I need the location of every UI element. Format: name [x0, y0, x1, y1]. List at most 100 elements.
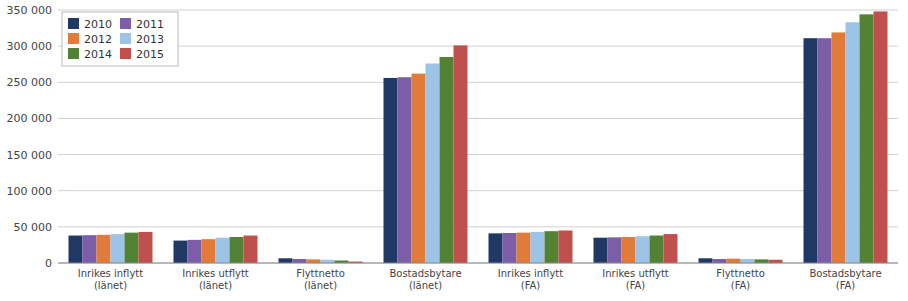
bar: [860, 14, 874, 263]
x-axis: Inrikes inflytt(länet)Inrikes utflytt(lä…: [78, 268, 882, 291]
legend-swatch: [68, 48, 79, 59]
y-axis: 0 50 000 100 000 150 000 200 000 250 000 300 0…: [7, 4, 53, 270]
bar: [426, 63, 440, 263]
y-tick-label: 300 000: [7, 40, 53, 53]
x-tick-label-line: (länet): [304, 280, 337, 291]
bar: [874, 11, 888, 263]
legend-swatch: [68, 18, 79, 29]
x-tick-label: Flyttnetto(FA): [716, 268, 765, 291]
bar: [188, 240, 202, 263]
bar: [622, 237, 636, 263]
bar: [636, 236, 650, 263]
legend-label: 2013: [136, 33, 164, 46]
bar: [664, 234, 678, 263]
bar: [727, 259, 741, 263]
grid-line: [58, 263, 898, 264]
bar: [202, 239, 216, 263]
grid-line: [58, 226, 898, 227]
legend-swatch: [120, 48, 131, 59]
x-tick-label-line: Bostadsbytare: [809, 268, 881, 279]
bar: [594, 238, 608, 263]
x-tick-label: Inrikes utflytt(FA): [602, 268, 669, 291]
y-tick-label: 0: [45, 257, 52, 270]
x-tick-label-line: (länet): [94, 280, 127, 291]
bar: [230, 237, 244, 263]
y-tick-label: 350 000: [7, 4, 53, 17]
grid-line: [58, 154, 898, 155]
bar: [139, 232, 153, 263]
bar: [804, 38, 818, 263]
bar: [741, 259, 755, 263]
bar: [111, 234, 125, 263]
bar: [545, 231, 559, 263]
legend-label: 2015: [136, 48, 164, 61]
bar: [503, 233, 517, 263]
bar: [818, 38, 832, 263]
legend-label: 2010: [84, 18, 112, 31]
x-tick-label-line: Bostadsbytare: [389, 268, 461, 279]
x-tick-label-line: (länet): [199, 280, 232, 291]
bar: [489, 233, 503, 263]
y-tick-label: 50 000: [14, 221, 53, 234]
x-tick-label-line: Inrikes inflytt: [498, 268, 563, 279]
bar: [608, 237, 622, 263]
x-tick-label-line: (FA): [836, 280, 856, 291]
bar: [384, 78, 398, 263]
bars: [69, 11, 888, 263]
x-tick-label: Bostadsbytare(FA): [809, 268, 881, 291]
bar: [69, 236, 83, 263]
y-tick-label: 200 000: [7, 112, 53, 125]
bar: [454, 45, 468, 263]
bar: [174, 241, 188, 263]
grid-line: [58, 82, 898, 83]
x-tick-label-line: Inrikes utflytt: [182, 268, 249, 279]
grid-line: [58, 190, 898, 191]
x-tick-label-line: (länet): [409, 280, 442, 291]
bar: [412, 74, 426, 263]
bar: [650, 236, 664, 263]
bar: [279, 258, 293, 263]
grid: [58, 10, 898, 263]
grid-line: [58, 118, 898, 119]
bar: [559, 230, 573, 263]
bar: [713, 259, 727, 263]
legend-frame: [62, 12, 178, 66]
x-axis-line: [58, 263, 898, 264]
x-tick-label: Bostadsbytare(länet): [389, 268, 461, 291]
y-tick-label: 100 000: [7, 185, 53, 198]
y-tick-label: 250 000: [7, 76, 53, 89]
bar: [97, 235, 111, 263]
bar: [216, 238, 230, 263]
legend-label: 2012: [84, 33, 112, 46]
legend-swatch: [120, 18, 131, 29]
x-tick-label: Flyttnetto(länet): [296, 268, 345, 291]
x-tick-label: Inrikes inflytt(länet): [78, 268, 143, 291]
x-tick-label-line: (FA): [626, 280, 646, 291]
legend-label: 2014: [84, 48, 112, 61]
bar: [83, 235, 97, 263]
bar: [244, 236, 258, 263]
bar: [755, 259, 769, 263]
grid-line: [58, 46, 898, 47]
x-tick-label-line: Flyttnetto: [296, 268, 345, 279]
bar: [846, 22, 860, 263]
x-tick-label: Inrikes inflytt(FA): [498, 268, 563, 291]
bar: [398, 77, 412, 263]
chart: 0 50 000 100 000 150 000 200 000 250 000 300 0…: [0, 0, 908, 301]
bar: [125, 233, 139, 263]
legend-swatch: [68, 33, 79, 44]
x-tick-label-line: (FA): [521, 280, 541, 291]
legend-swatch: [120, 33, 131, 44]
x-tick-label-line: Inrikes inflytt: [78, 268, 143, 279]
y-tick-label: 150 000: [7, 149, 53, 162]
bar: [699, 258, 713, 263]
bar: [531, 232, 545, 263]
legend: 2010 2011 2012 2013 2014 2015: [62, 12, 178, 66]
x-tick-label: Inrikes utflytt(länet): [182, 268, 249, 291]
bar: [517, 233, 531, 263]
x-tick-label-line: Inrikes utflytt: [602, 268, 669, 279]
legend-label: 2011: [136, 18, 164, 31]
x-tick-label-line: Flyttnetto: [716, 268, 765, 279]
x-tick-label-line: (FA): [731, 280, 751, 291]
grid-line: [58, 10, 898, 11]
